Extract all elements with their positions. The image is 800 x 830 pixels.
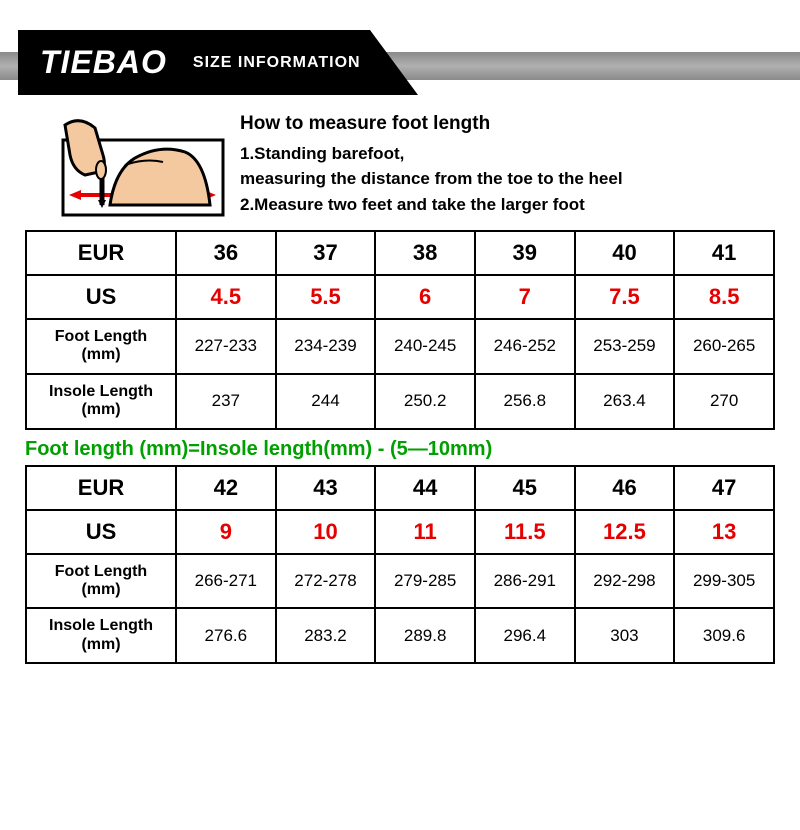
table-row: EUR 42 43 44 45 46 47	[26, 466, 774, 510]
foot-cell: 279-285	[375, 554, 475, 609]
row-label-foot: Foot Length(mm)	[26, 319, 176, 374]
us-cell: 13	[674, 510, 774, 554]
foot-cell: 260-265	[674, 319, 774, 374]
row-label-eur: EUR	[26, 231, 176, 275]
insole-cell: 276.6	[176, 608, 276, 663]
insole-cell: 270	[674, 374, 774, 429]
insole-cell: 256.8	[475, 374, 575, 429]
table-row: Insole Length(mm) 237 244 250.2 256.8 26…	[26, 374, 774, 429]
insole-cell: 263.4	[575, 374, 675, 429]
row-label-us: US	[26, 275, 176, 319]
us-cell: 4.5	[176, 275, 276, 319]
eur-cell: 39	[475, 231, 575, 275]
us-cell: 7.5	[575, 275, 675, 319]
table-row: Insole Length(mm) 276.6 283.2 289.8 296.…	[26, 608, 774, 663]
eur-cell: 43	[276, 466, 376, 510]
eur-cell: 46	[575, 466, 675, 510]
foot-cell: 234-239	[276, 319, 376, 374]
instr-line3: 2.Measure two feet and take the larger f…	[240, 192, 623, 218]
foot-measure-icon	[55, 110, 230, 220]
row-label-eur: EUR	[26, 466, 176, 510]
insole-cell: 303	[575, 608, 675, 663]
insole-cell: 289.8	[375, 608, 475, 663]
eur-cell: 38	[375, 231, 475, 275]
instr-line1: 1.Standing barefoot,	[240, 141, 623, 167]
insole-cell: 250.2	[375, 374, 475, 429]
foot-cell: 292-298	[575, 554, 675, 609]
size-table-1: EUR 36 37 38 39 40 41 US 4.5 5.5 6 7 7.5…	[25, 230, 775, 430]
foot-cell: 240-245	[375, 319, 475, 374]
insole-cell: 244	[276, 374, 376, 429]
instructions-block: How to measure foot length 1.Standing ba…	[55, 110, 782, 220]
table-row: Foot Length(mm) 266-271 272-278 279-285 …	[26, 554, 774, 609]
brand-text: TIEBAO	[40, 44, 167, 81]
insole-cell: 296.4	[475, 608, 575, 663]
us-cell: 12.5	[575, 510, 675, 554]
table-row: US 4.5 5.5 6 7 7.5 8.5	[26, 275, 774, 319]
table-row: EUR 36 37 38 39 40 41	[26, 231, 774, 275]
subtitle-text: SIZE INFORMATION	[193, 54, 361, 72]
table-row: Foot Length(mm) 227-233 234-239 240-245 …	[26, 319, 774, 374]
foot-cell: 266-271	[176, 554, 276, 609]
eur-cell: 40	[575, 231, 675, 275]
eur-cell: 45	[475, 466, 575, 510]
insole-cell: 283.2	[276, 608, 376, 663]
us-cell: 11.5	[475, 510, 575, 554]
us-cell: 8.5	[674, 275, 774, 319]
eur-cell: 41	[674, 231, 774, 275]
header-black-block: TIEBAO SIZE INFORMATION	[18, 30, 418, 95]
foot-cell: 227-233	[176, 319, 276, 374]
row-label-insole: Insole Length(mm)	[26, 374, 176, 429]
us-cell: 7	[475, 275, 575, 319]
size-table-2: EUR 42 43 44 45 46 47 US 9 10 11 11.5 12…	[25, 465, 775, 665]
row-label-insole: Insole Length(mm)	[26, 608, 176, 663]
instr-title: How to measure foot length	[240, 110, 623, 139]
table-row: US 9 10 11 11.5 12.5 13	[26, 510, 774, 554]
instructions-text: How to measure foot length 1.Standing ba…	[240, 110, 623, 220]
instr-line2: measuring the distance from the toe to t…	[240, 166, 623, 192]
us-cell: 10	[276, 510, 376, 554]
us-cell: 5.5	[276, 275, 376, 319]
row-label-us: US	[26, 510, 176, 554]
us-cell: 11	[375, 510, 475, 554]
insole-cell: 237	[176, 374, 276, 429]
header-banner: TIEBAO SIZE INFORMATION	[0, 30, 800, 102]
foot-cell: 286-291	[475, 554, 575, 609]
foot-cell: 246-252	[475, 319, 575, 374]
eur-cell: 42	[176, 466, 276, 510]
us-cell: 6	[375, 275, 475, 319]
foot-cell: 253-259	[575, 319, 675, 374]
foot-cell: 299-305	[674, 554, 774, 609]
formula-text: Foot length (mm)=Insole length(mm) - (5—…	[25, 438, 775, 461]
eur-cell: 47	[674, 466, 774, 510]
us-cell: 9	[176, 510, 276, 554]
eur-cell: 36	[176, 231, 276, 275]
insole-cell: 309.6	[674, 608, 774, 663]
eur-cell: 44	[375, 466, 475, 510]
foot-cell: 272-278	[276, 554, 376, 609]
row-label-foot: Foot Length(mm)	[26, 554, 176, 609]
eur-cell: 37	[276, 231, 376, 275]
